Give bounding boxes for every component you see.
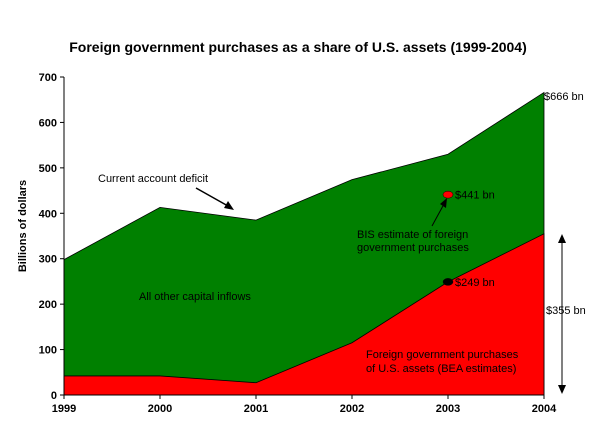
x-tick-label: 2001	[244, 403, 268, 415]
y-axis-label: Billions of dollars	[17, 180, 29, 272]
y-tick-label: 100	[39, 345, 57, 357]
axes: 0 100 200 300 400 500 600 700 1999 2000 2001 2002 20…	[39, 72, 557, 415]
data-marker-1	[442, 190, 454, 199]
markers: $441 bn $249 bn	[442, 190, 495, 289]
annotation-bea-line-2: of U.S. assets (BEA estimates)	[366, 363, 516, 375]
annotation-arrow-head	[224, 201, 234, 210]
annotations: Current account deficit All other capita…	[98, 91, 586, 394]
annotation-current-account: Current account deficit	[98, 173, 208, 185]
series-area-bea-purchases	[63, 233, 545, 396]
annotation-bis-arrow-line	[431, 203, 445, 227]
y-tick-label: 400	[39, 208, 57, 220]
annotation-bis-line-1: BIS estimate of foreign	[357, 229, 468, 241]
x-tick-label: 2002	[340, 403, 364, 415]
annotation-other-inflows: All other capital inflows	[139, 291, 251, 303]
annotation-bis-arrow-head	[440, 198, 447, 208]
y-tick-label: 0	[51, 390, 57, 402]
annotation-arrow-line	[195, 187, 229, 207]
x-tick-label: 1999	[52, 403, 76, 415]
data-marker-label-2: $249 bn	[455, 277, 495, 289]
annotation-end-total: $666 bn	[544, 91, 584, 103]
data-marker-label-1: $441 bn	[455, 190, 495, 202]
x-tick-label: 2000	[148, 403, 172, 415]
annotation-bea-line-1: Foreign government purchases	[366, 349, 519, 361]
annotation-bracket-label: $355 bn	[546, 305, 586, 317]
y-tick-label: 200	[39, 299, 57, 311]
y-tick-label: 300	[39, 254, 57, 266]
bracket-arrow-top	[558, 234, 566, 243]
y-tick-label: 600	[39, 117, 57, 129]
chart-title: Foreign government purchases as a share …	[69, 39, 527, 55]
bracket-arrow-bottom	[558, 385, 566, 394]
x-tick-label: 2003	[436, 403, 460, 415]
x-tick-label: 2004	[532, 403, 557, 415]
data-marker-2	[442, 278, 454, 286]
y-tick-label: 500	[39, 163, 57, 175]
plot-area	[63, 91, 545, 396]
annotation-bis-line-2: government purchases	[357, 242, 469, 254]
y-tick-label: 700	[39, 72, 57, 84]
